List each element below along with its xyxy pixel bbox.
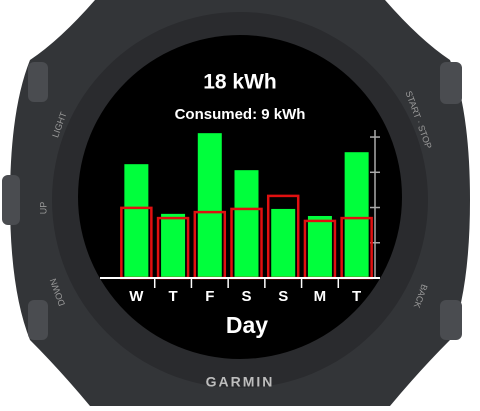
x-tick-label: W [129,288,144,305]
x-tick-label: F [205,288,214,305]
button[interactable] [440,300,462,340]
x-tick-label: S [241,288,251,305]
bar [307,215,332,278]
chart-title: 18 kWh [203,71,277,94]
bar [271,208,296,278]
button-label: UP [38,202,48,215]
button[interactable] [440,62,462,104]
x-axis-label: Day [226,312,268,338]
x-tick-label: M [314,288,327,305]
bar [197,133,222,278]
button[interactable] [28,300,48,340]
brand: GARMIN [206,374,275,390]
x-tick-label: S [278,288,288,305]
chart-subtitle: Consumed: 9 kWh [175,106,306,123]
x-tick-label: T [352,288,361,305]
button[interactable] [2,175,20,225]
bar [124,164,149,278]
x-tick-label: T [168,288,177,305]
button[interactable] [28,62,48,102]
bar [344,152,369,278]
bar [161,213,186,278]
bar [234,170,259,278]
